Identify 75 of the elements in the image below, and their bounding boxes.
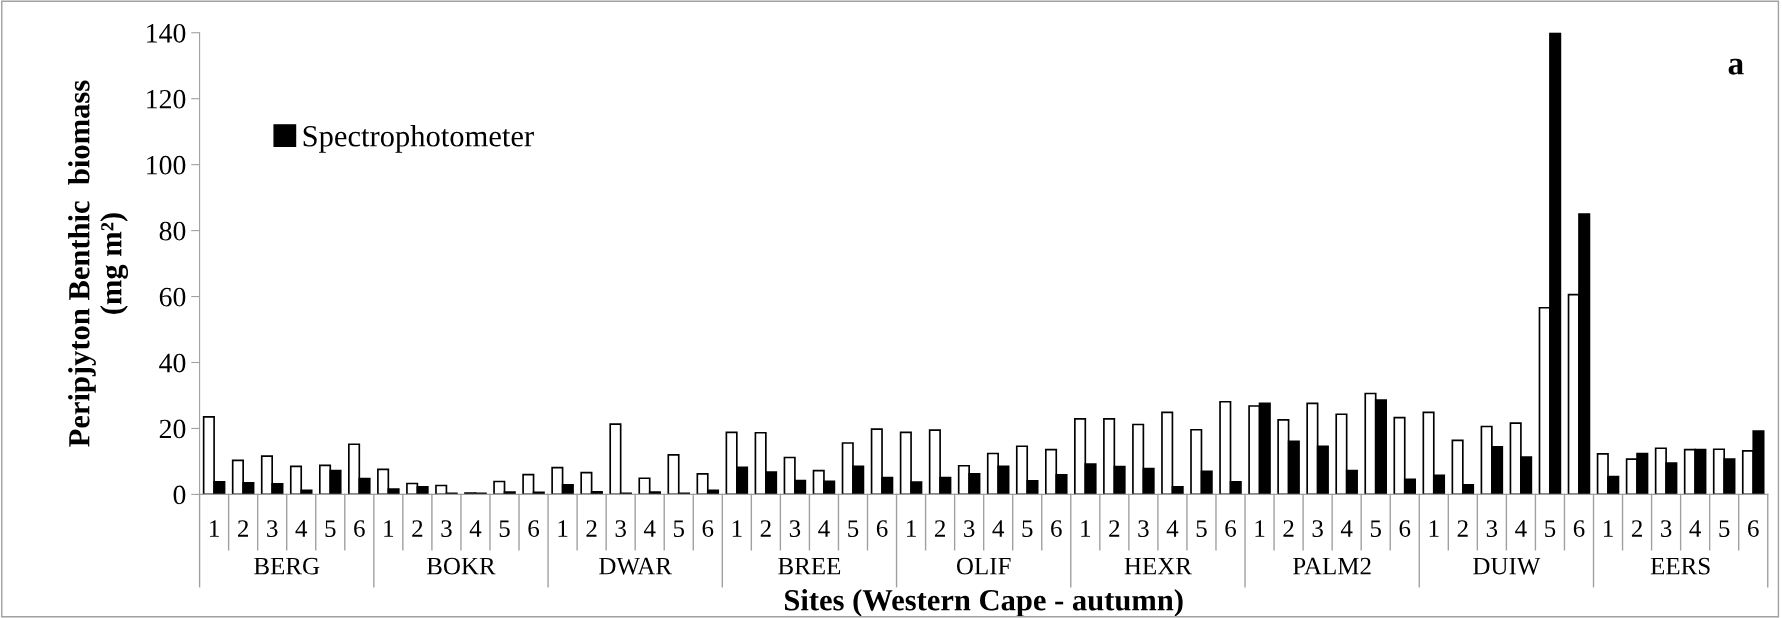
- y-tick-label: 140: [147, 23, 186, 43]
- x-tick-label: 2: [934, 520, 945, 537]
- x-tick-label: 5: [1196, 520, 1207, 537]
- text: BOKR: [426, 557, 496, 575]
- x-tick-label: 6: [1225, 520, 1237, 537]
- x-tick-label: 4: [1166, 520, 1179, 537]
- x-tick-label: 6: [528, 520, 540, 537]
- x-tick-label: 1: [384, 520, 394, 537]
- x-tick-label: 6: [876, 520, 888, 537]
- x-tick-label: 4: [1340, 520, 1353, 537]
- x-tick-label: 2: [1109, 520, 1120, 537]
- x-tick-label: 5: [499, 520, 510, 537]
- x-tick-label: 4: [992, 520, 1005, 537]
- text: DUIW: [1473, 557, 1541, 575]
- text: EERS: [1650, 557, 1710, 575]
- y-tick-label: 80: [159, 221, 186, 241]
- y-tick-label: 0: [173, 485, 186, 505]
- text: HEXR: [1124, 557, 1192, 575]
- x-tick-label: 3: [267, 520, 278, 537]
- x-tick-label: 1: [558, 520, 568, 537]
- y-tick-label: 40: [159, 353, 186, 373]
- text: OLIF: [956, 557, 1011, 575]
- x-tick-label: 2: [412, 520, 423, 537]
- x-tick-label: 2: [586, 520, 597, 537]
- x-tick-label: 3: [1312, 520, 1323, 537]
- x-tick-label: 6: [702, 520, 714, 537]
- y-tick-label: 120: [147, 89, 186, 109]
- text: BREE: [778, 557, 841, 575]
- x-tick-label: 2: [1631, 520, 1642, 537]
- x-tick-label: 4: [643, 520, 656, 537]
- x-tick-label: 3: [1661, 520, 1672, 537]
- text: PALM2: [1293, 557, 1371, 575]
- x-tick-label: 1: [1603, 520, 1613, 537]
- x-tick-label: 6: [1748, 520, 1759, 537]
- x-tick-label: 3: [615, 520, 626, 537]
- x-tick-label: 1: [732, 520, 742, 537]
- x-tick-label: 1: [1429, 520, 1439, 537]
- y-axis-title: Peripjyton Benthic biomass (mg m²): [68, 80, 129, 447]
- x-tick-label: 2: [1457, 520, 1468, 537]
- x-tick-label: 1: [1255, 520, 1265, 537]
- x-tick-label: 4: [1515, 520, 1527, 537]
- x-tick-label: 4: [469, 520, 482, 537]
- x-tick-label: 6: [354, 520, 365, 537]
- x-tick-label: 4: [295, 520, 308, 537]
- x-tick-label: 3: [1486, 520, 1498, 537]
- x-tick-label: 4: [1689, 520, 1701, 537]
- x-tick-label: 2: [760, 520, 771, 537]
- y-tick-label: 100: [147, 155, 186, 175]
- x-tick-label: 3: [789, 520, 801, 537]
- x-axis-title: Sites (Western Cape - autumn): [785, 589, 1183, 617]
- x-tick-label: 1: [907, 520, 916, 537]
- text: DWAR: [599, 557, 672, 575]
- text: BERG: [254, 557, 320, 575]
- text: a: [1728, 58, 1744, 75]
- x-tick-label: 5: [1719, 520, 1730, 537]
- x-tick-label: 4: [818, 520, 830, 537]
- y-tick-label: 20: [159, 419, 186, 439]
- x-tick-label: 6: [1399, 520, 1411, 537]
- x-tick-label: 5: [1022, 520, 1033, 537]
- x-tick-label: 3: [441, 520, 452, 537]
- x-tick-label: 1: [1081, 520, 1091, 537]
- x-tick-label: 5: [673, 520, 685, 537]
- y-tick-label: 60: [159, 287, 186, 307]
- x-tick-label: 5: [1545, 520, 1556, 537]
- x-tick-label: 5: [848, 520, 859, 537]
- x-tick-label: 3: [964, 520, 975, 537]
- x-tick-label: 2: [1283, 520, 1294, 537]
- legend-label: Spectrophotometer: [303, 125, 534, 153]
- x-tick-label: 6: [1573, 520, 1585, 537]
- x-tick-label: 6: [1051, 520, 1062, 537]
- x-tick-label: 5: [1370, 520, 1381, 537]
- x-tick-label: 2: [237, 520, 249, 537]
- x-tick-label: 5: [325, 520, 336, 537]
- x-tick-label: 3: [1138, 520, 1149, 537]
- x-tick-label: 1: [210, 520, 219, 537]
